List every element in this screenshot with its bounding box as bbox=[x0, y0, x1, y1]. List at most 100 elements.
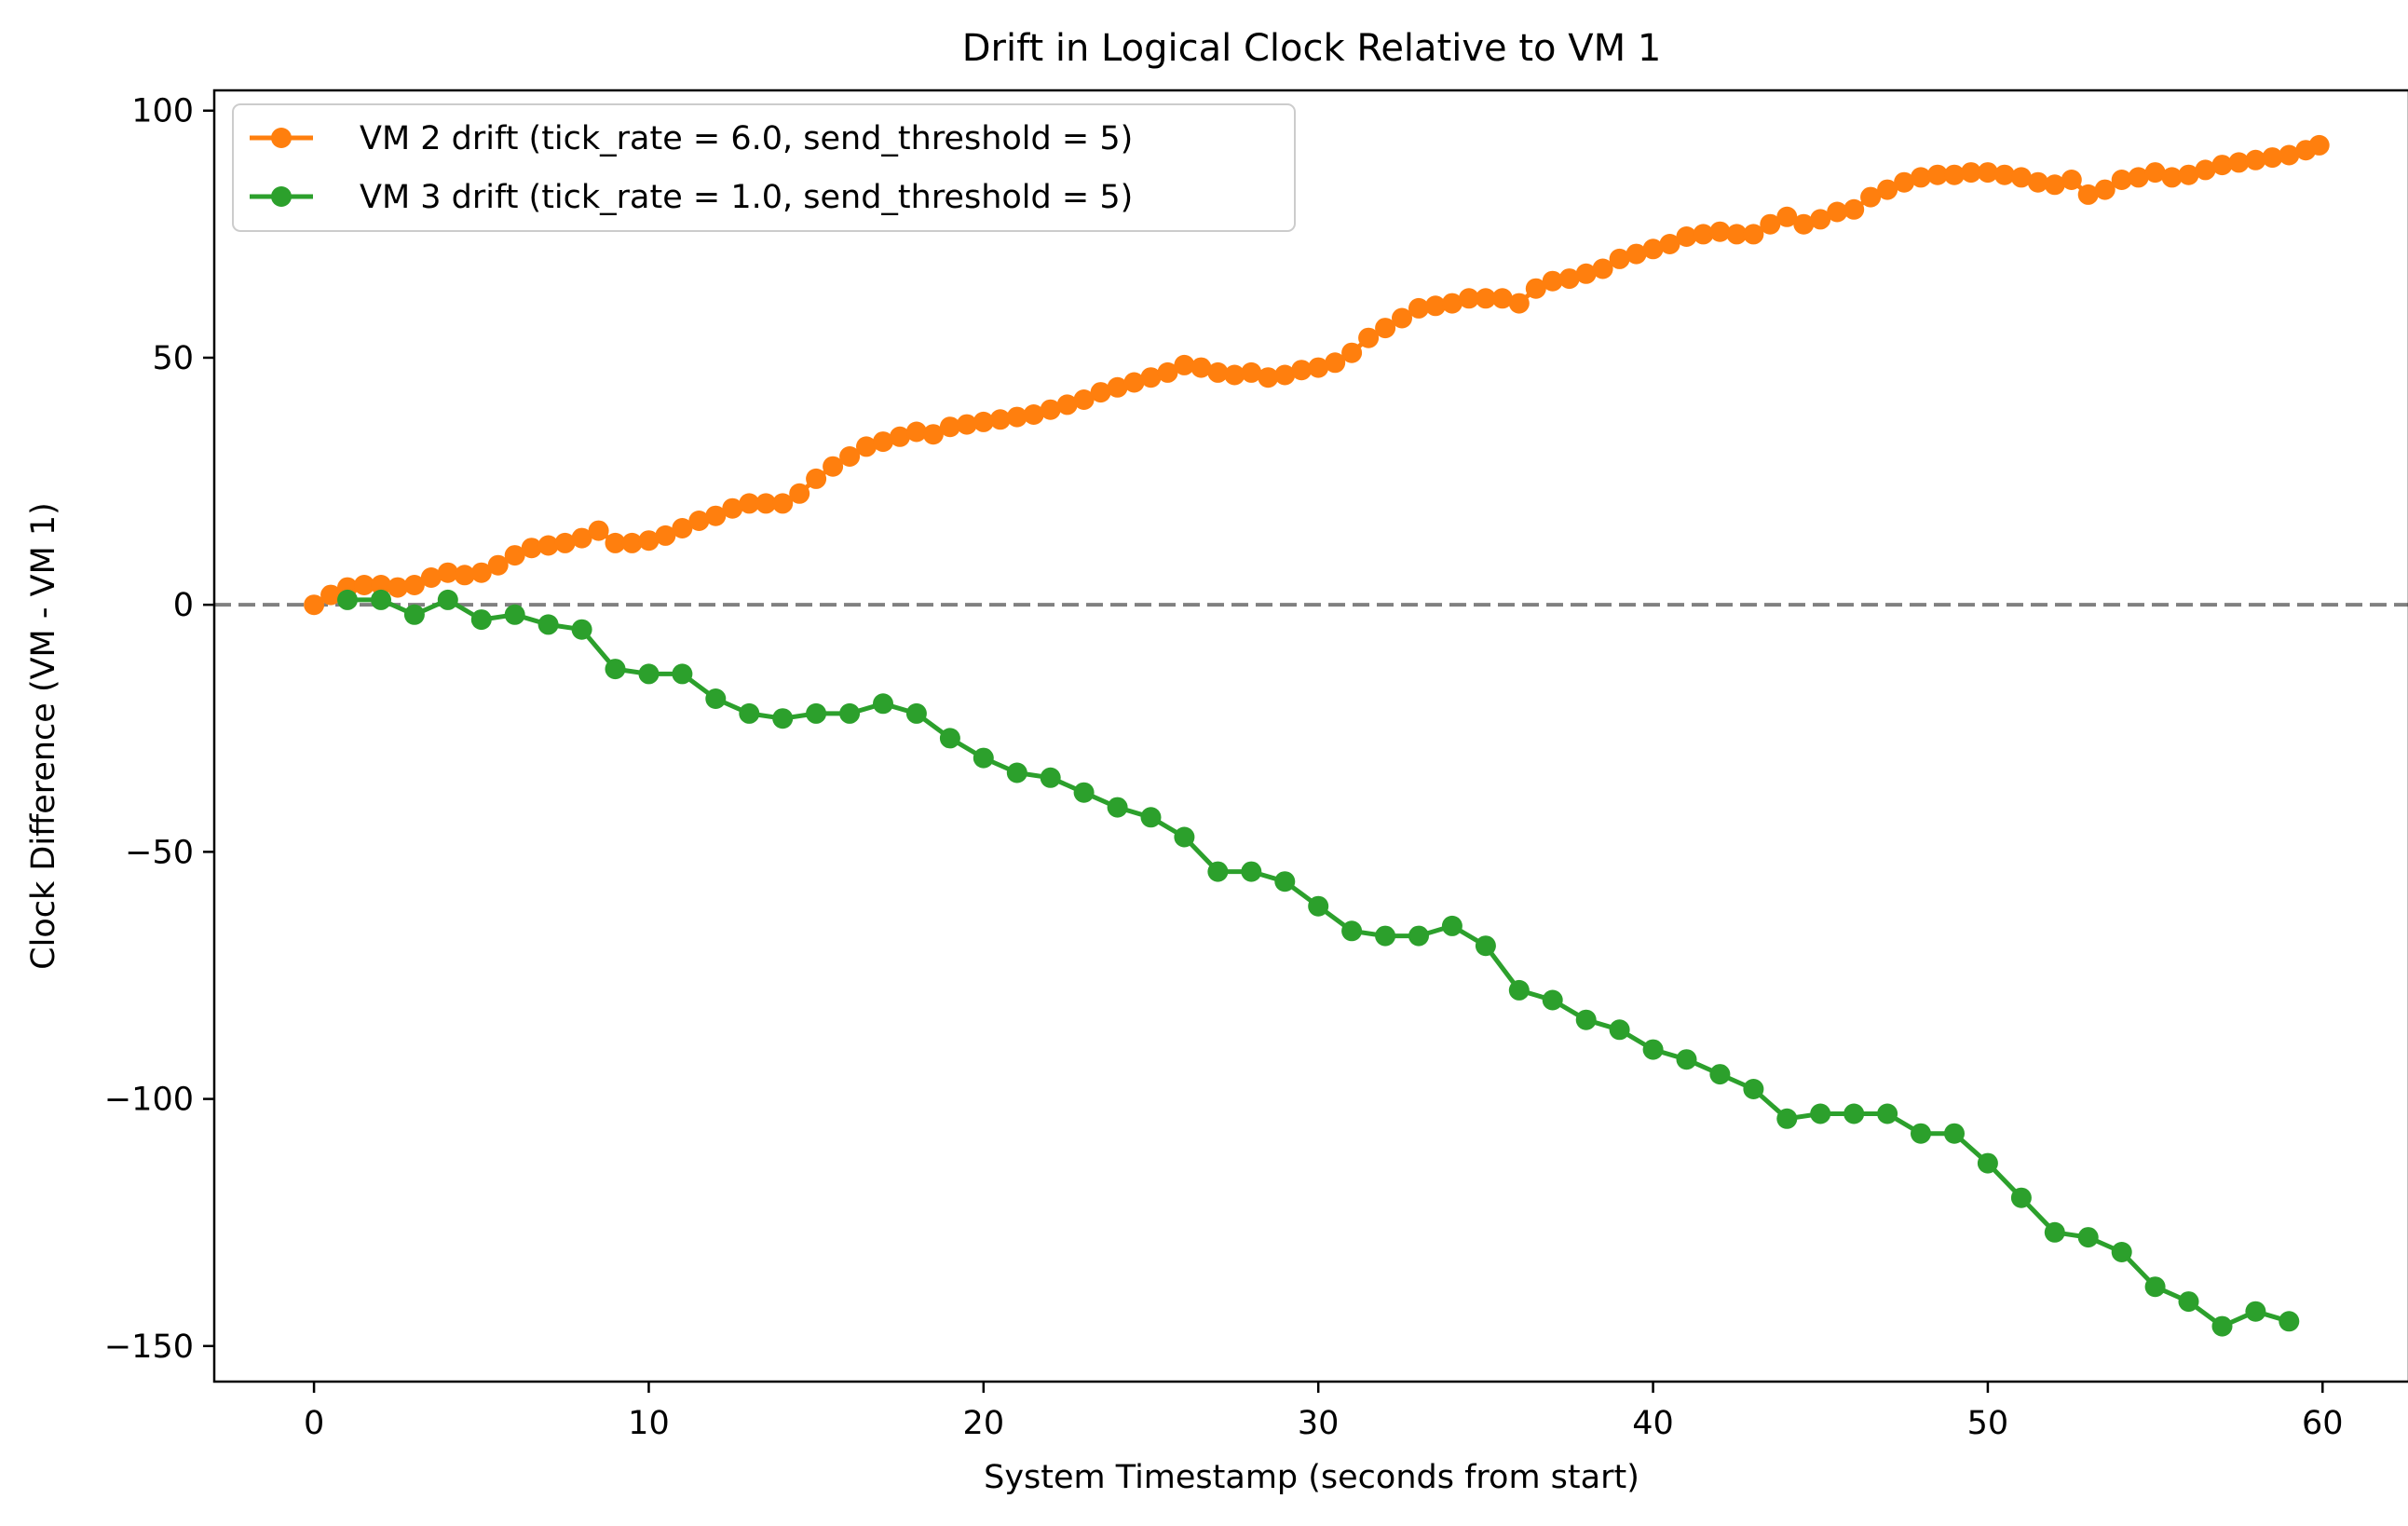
data-point bbox=[772, 708, 794, 729]
data-point bbox=[890, 426, 910, 447]
data-point bbox=[1911, 167, 1931, 188]
data-point bbox=[2279, 144, 2300, 166]
data-point bbox=[2010, 167, 2032, 188]
data-point bbox=[354, 575, 374, 595]
data-point bbox=[1006, 762, 1027, 783]
data-point bbox=[1274, 364, 1296, 386]
data-point bbox=[1693, 224, 1714, 245]
data-point bbox=[1877, 179, 1898, 200]
data-point bbox=[1776, 206, 1798, 227]
y-tick-label: −150 bbox=[104, 1328, 194, 1366]
data-point bbox=[973, 411, 994, 432]
data-point bbox=[403, 604, 425, 625]
data-point bbox=[1575, 1009, 1597, 1030]
data-point bbox=[806, 702, 827, 724]
data-point bbox=[1810, 209, 1831, 230]
data-point bbox=[1508, 293, 1530, 314]
data-point bbox=[2211, 155, 2233, 176]
data-point bbox=[605, 659, 626, 680]
y-tick-label: 50 bbox=[152, 340, 194, 377]
data-point bbox=[2245, 149, 2266, 170]
x-tick-label: 10 bbox=[628, 1405, 670, 1442]
series-vm3 bbox=[337, 589, 2300, 1337]
data-point bbox=[2211, 1315, 2233, 1337]
data-point bbox=[588, 520, 609, 541]
data-point bbox=[1659, 234, 1680, 254]
data-point bbox=[1441, 915, 1462, 936]
data-point bbox=[1558, 268, 1580, 290]
data-point bbox=[2144, 162, 2166, 184]
data-point bbox=[2027, 171, 2048, 193]
data-point bbox=[571, 527, 592, 549]
data-point bbox=[1241, 361, 1262, 383]
data-point bbox=[2245, 1301, 2266, 1322]
data-point bbox=[1642, 1039, 1664, 1060]
data-point bbox=[504, 604, 525, 625]
data-point bbox=[1207, 861, 1229, 882]
data-point bbox=[2044, 174, 2065, 196]
data-point bbox=[1827, 201, 1848, 223]
data-point bbox=[1023, 404, 1044, 425]
data-point bbox=[371, 589, 391, 610]
data-point bbox=[1793, 213, 1815, 235]
data-point bbox=[387, 577, 408, 598]
data-point bbox=[1743, 224, 1764, 245]
data-point bbox=[1944, 164, 1965, 185]
y-tick-label: 0 bbox=[173, 587, 194, 624]
data-point bbox=[320, 584, 342, 606]
data-point bbox=[1157, 361, 1178, 383]
data-point bbox=[2077, 1227, 2099, 1248]
data-point bbox=[2144, 1276, 2166, 1298]
data-point bbox=[554, 532, 576, 553]
data-point bbox=[1056, 394, 1078, 416]
data-point bbox=[1609, 248, 1630, 269]
data-point bbox=[1508, 979, 1530, 1001]
data-point bbox=[873, 693, 893, 715]
data-point bbox=[304, 594, 325, 616]
data-point bbox=[1174, 826, 1195, 848]
data-point bbox=[905, 421, 927, 443]
data-point bbox=[1408, 297, 1429, 319]
data-point bbox=[571, 619, 592, 640]
data-point bbox=[2178, 1291, 2199, 1313]
x-tick-label: 50 bbox=[1967, 1405, 2009, 1442]
data-point bbox=[2010, 1187, 2032, 1208]
data-point bbox=[1308, 357, 1329, 378]
x-axis-label: System Timestamp (seconds from start) bbox=[984, 1459, 1639, 1496]
data-point bbox=[638, 663, 660, 685]
data-point bbox=[1458, 288, 1479, 309]
data-point bbox=[856, 436, 877, 457]
data-point bbox=[1575, 263, 1597, 284]
data-point bbox=[1274, 871, 1296, 892]
data-point bbox=[1308, 895, 1329, 917]
data-point bbox=[437, 589, 458, 610]
data-point bbox=[1207, 361, 1229, 383]
data-point bbox=[1542, 270, 1563, 292]
data-point bbox=[1475, 935, 1496, 957]
data-point bbox=[537, 535, 559, 556]
x-tick-label: 30 bbox=[1298, 1405, 1340, 1442]
data-point bbox=[839, 446, 861, 467]
data-point bbox=[2061, 170, 2082, 190]
data-point bbox=[1258, 367, 1279, 388]
data-point bbox=[2228, 152, 2250, 173]
y-axis-label: Clock Difference (VM - VM 1) bbox=[25, 502, 62, 970]
data-point bbox=[470, 562, 492, 583]
legend-box bbox=[232, 103, 1296, 232]
legend-marker-vm2 bbox=[271, 128, 292, 148]
data-point bbox=[403, 575, 425, 595]
data-point bbox=[1676, 1049, 1697, 1070]
data-point bbox=[1341, 342, 1363, 363]
legend-label-vm3: VM 3 drift (tick_rate = 1.0, send_thresh… bbox=[360, 179, 1133, 216]
data-point bbox=[1107, 376, 1128, 398]
data-point bbox=[973, 747, 994, 769]
x-tick-label: 40 bbox=[1632, 1405, 1674, 1442]
data-point bbox=[2308, 134, 2330, 156]
data-point bbox=[1358, 327, 1380, 348]
data-point bbox=[454, 565, 475, 586]
legend-label-vm2: VM 2 drift (tick_rate = 6.0, send_thresh… bbox=[360, 120, 1133, 157]
data-point bbox=[1927, 164, 1948, 185]
data-point bbox=[1375, 925, 1396, 947]
data-point bbox=[1843, 1103, 1865, 1124]
